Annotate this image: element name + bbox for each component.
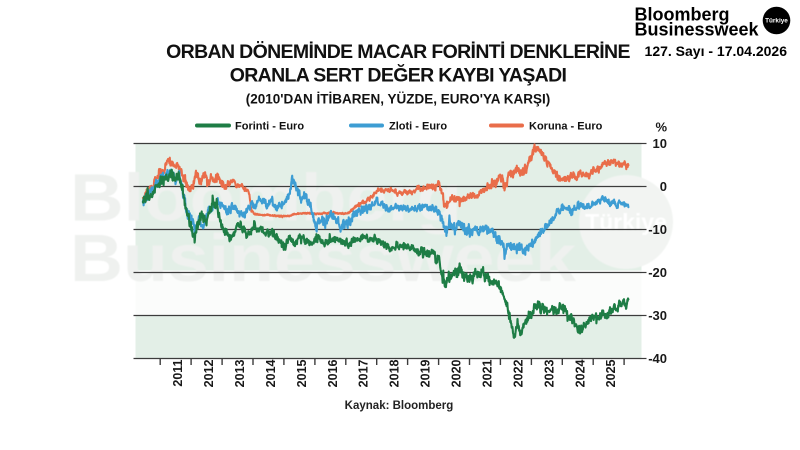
svg-text:2019: 2019 bbox=[419, 359, 433, 387]
svg-text:%: % bbox=[655, 119, 667, 134]
svg-text:Bloomberg: Bloomberg bbox=[635, 5, 730, 25]
svg-text:Türkiye: Türkiye bbox=[765, 18, 788, 25]
svg-text:2025: 2025 bbox=[604, 359, 618, 387]
svg-text:Bloomberg: Bloomberg bbox=[70, 161, 462, 236]
svg-text:Koruna - Euro: Koruna - Euro bbox=[529, 121, 603, 133]
svg-text:2024: 2024 bbox=[573, 359, 587, 387]
svg-text:-30: -30 bbox=[648, 308, 667, 323]
svg-text:2011: 2011 bbox=[171, 359, 185, 386]
svg-text:2014: 2014 bbox=[264, 359, 278, 387]
svg-text:2023: 2023 bbox=[542, 359, 556, 387]
svg-text:2016: 2016 bbox=[326, 359, 340, 387]
svg-text:-10: -10 bbox=[648, 222, 667, 237]
svg-text:ORBAN DÖNEMİNDE MACAR FORİNTİ: ORBAN DÖNEMİNDE MACAR FORİNTİ DENKLERİNE bbox=[166, 40, 630, 63]
svg-text:10: 10 bbox=[653, 136, 667, 151]
svg-text:Forinti - Euro: Forinti - Euro bbox=[235, 121, 304, 133]
svg-text:Businessweek: Businessweek bbox=[70, 221, 577, 296]
svg-text:0: 0 bbox=[660, 179, 667, 194]
svg-text:2022: 2022 bbox=[511, 359, 525, 387]
svg-text:2021: 2021 bbox=[481, 359, 495, 387]
svg-text:Kaynak: Bloomberg: Kaynak: Bloomberg bbox=[345, 400, 454, 412]
svg-text:Businessweek: Businessweek bbox=[635, 19, 760, 39]
svg-text:2018: 2018 bbox=[388, 359, 402, 387]
svg-text:2017: 2017 bbox=[357, 359, 371, 387]
svg-text:ORANLA SERT DEĞER KAYBI YAŞADI: ORANLA SERT DEĞER KAYBI YAŞADI bbox=[230, 64, 567, 87]
svg-text:-20: -20 bbox=[648, 265, 667, 280]
svg-text:2015: 2015 bbox=[295, 359, 309, 387]
svg-text:127. Sayı - 17.04.2026: 127. Sayı - 17.04.2026 bbox=[645, 43, 788, 59]
svg-text:Türkiye: Türkiye bbox=[585, 209, 667, 235]
svg-text:2013: 2013 bbox=[233, 359, 247, 387]
svg-text:(2010'DAN İTİBAREN, YÜZDE, EUR: (2010'DAN İTİBAREN, YÜZDE, EURO'YA KARŞI… bbox=[246, 92, 550, 107]
svg-text:2012: 2012 bbox=[202, 359, 216, 387]
svg-text:-40: -40 bbox=[648, 351, 667, 366]
svg-text:2020: 2020 bbox=[450, 359, 464, 387]
svg-text:Zloti - Euro: Zloti - Euro bbox=[389, 121, 447, 133]
